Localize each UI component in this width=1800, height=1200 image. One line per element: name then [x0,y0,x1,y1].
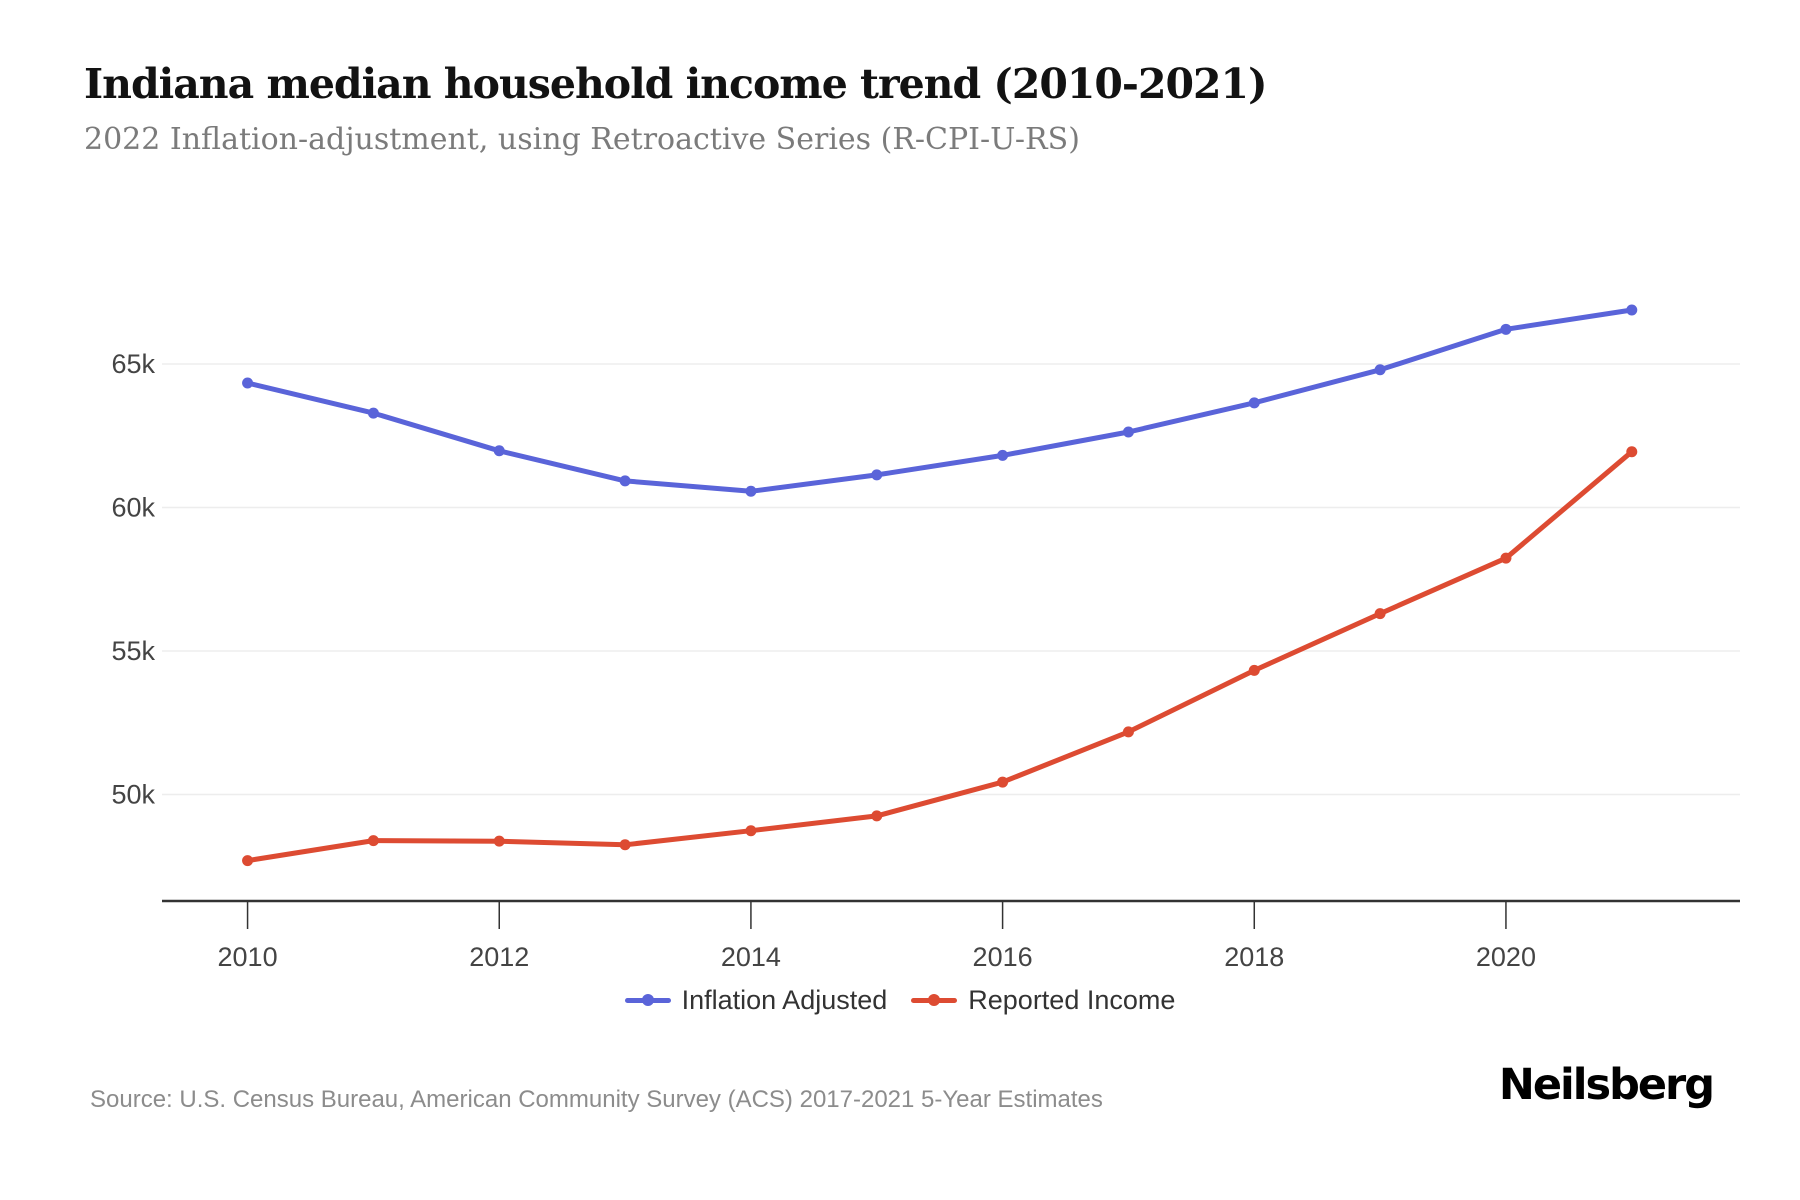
data-point [997,776,1009,788]
data-point [1122,426,1134,438]
x-tick-label: 2016 [973,942,1033,972]
data-point [1248,664,1260,676]
data-point [367,407,379,419]
data-point [997,449,1009,461]
data-point [1374,364,1386,376]
chart-legend: Inflation Adjusted Reported Income [0,980,1800,1020]
legend-label: Inflation Adjusted [681,984,888,1015]
x-tick-label: 2018 [1224,942,1284,972]
data-point [871,810,883,822]
series-line [245,307,1635,494]
y-tick-label: 60k [111,492,155,522]
chart-subtitle: 2022 Inflation-adjustment, using Retroac… [84,122,1080,157]
data-point [493,835,505,847]
series-line [245,449,1635,864]
legend-item-reported-income: Reported Income [911,985,1175,1016]
legend-label: Reported Income [968,984,1176,1015]
y-axis-labels: 50k 55k 60k 65k [111,349,155,809]
data-point [1626,446,1638,458]
inflation-adjusted-line-swatch-icon [624,994,671,1006]
data-point [619,839,631,851]
data-point [1626,304,1638,316]
data-point [1122,726,1134,738]
data-point [367,835,379,847]
data-point [745,825,757,837]
neilsberg-logo: Neilsberg [1498,1060,1715,1110]
reported-income-dot-icon [928,994,941,1006]
data-point [1248,397,1260,409]
x-tick-label: 2012 [469,942,529,972]
data-point [871,469,883,481]
inflation-adjusted-dot-icon [641,994,654,1006]
x-tick-label: 2010 [218,942,278,972]
gridlines [162,363,1740,796]
y-tick-label: 55k [111,636,155,666]
data-point [242,855,254,867]
y-tick-label: 65k [111,349,155,379]
data-point [745,485,757,497]
data-point [242,377,254,389]
x-axis-labels: 2010 2012 2014 2016 2018 2020 [218,942,1536,972]
chart-title: Indiana median household income trend (2… [84,60,1267,108]
series-inflation-adjusted [242,304,1638,497]
data-point [1500,552,1512,564]
source-attribution: Source: U.S. Census Bureau, American Com… [90,1086,1103,1113]
data-point [1500,323,1512,335]
x-axis-ticks [246,901,1507,929]
reported-income-line-swatch-icon [911,994,958,1006]
data-point [619,475,631,487]
legend-item-inflation-adjusted: Inflation Adjusted [624,984,888,1016]
data-point [493,445,505,457]
x-tick-label: 2020 [1476,942,1536,972]
x-tick-label: 2014 [721,942,781,972]
y-tick-label: 50k [111,779,155,809]
series-reported-income [242,446,1638,867]
data-point [1374,608,1386,620]
